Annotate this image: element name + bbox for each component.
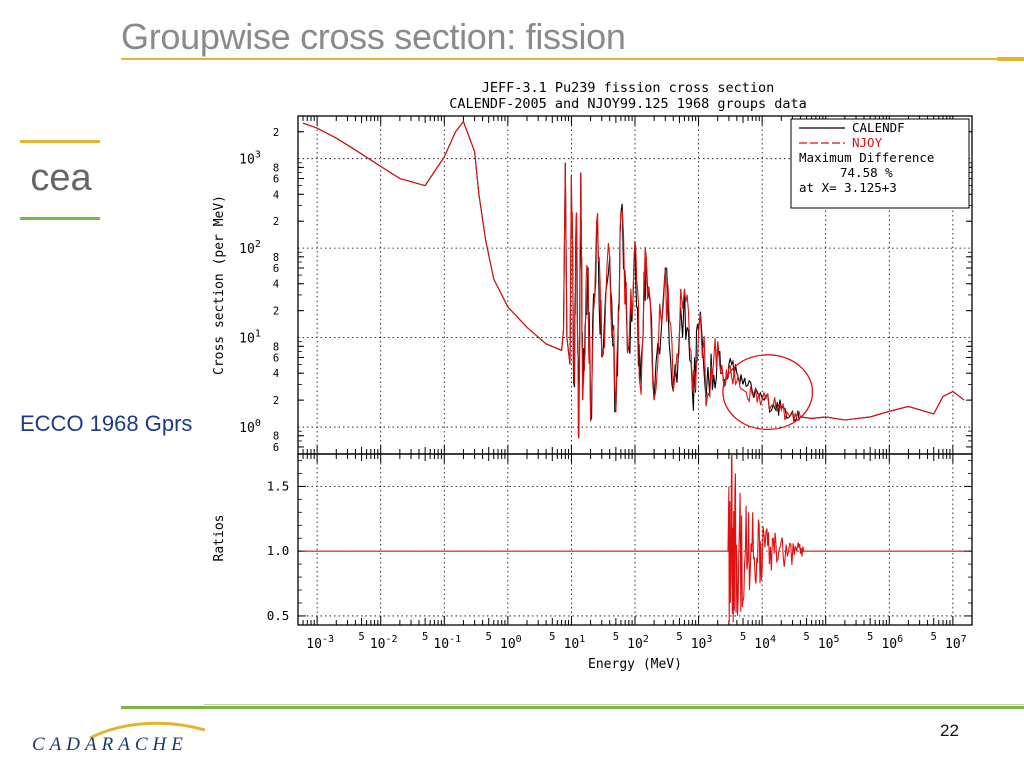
x-tick-label: 101 — [564, 634, 586, 652]
x-minor-label: 5 — [486, 631, 492, 643]
top-yminor-label: 6 — [273, 352, 279, 364]
top-yminor-label: 4 — [273, 189, 279, 201]
cea-logo-text: cea — [30, 157, 92, 199]
bottom-rule-accent — [204, 704, 1024, 705]
x-tick-label: 10-1 — [433, 634, 461, 652]
chart-subtitle: CALENDF-2005 and NJOY99.125 1968 groups … — [449, 96, 807, 112]
bottom-ticks — [297, 454, 973, 625]
x-minor-label: 5 — [803, 631, 809, 643]
top-yminor-label: 8 — [273, 252, 279, 264]
x-minor-label: 5 — [422, 631, 428, 643]
cadarache-logo-swoosh — [89, 721, 206, 740]
x-tick-label: 105 — [818, 634, 840, 652]
legend-box — [790, 118, 970, 209]
top-ticks — [297, 115, 973, 455]
x-axis-label: Energy (MeV) — [588, 657, 682, 672]
chart-svg: JEFF-3.1 Pu239 fission cross section CAL… — [212, 80, 973, 672]
x-tick-label: 100 — [500, 634, 522, 652]
x-minor-label: 5 — [358, 631, 364, 643]
top-ytick-label: 100 — [239, 418, 261, 436]
top-yminor-label: 6 — [273, 174, 279, 186]
x-tick-label: 10-3 — [306, 634, 334, 652]
x-tick-label: 106 — [881, 634, 903, 652]
top-yminor-label: 6 — [273, 442, 279, 454]
page-number: 22 — [940, 721, 959, 740]
bottom-ytick-label: 1.0 — [267, 543, 290, 558]
top-series — [302, 120, 965, 439]
legend-note-1: Maximum Difference — [799, 150, 934, 165]
legend: CALENDF NJOY Maximum Difference 74.58 % … — [790, 118, 970, 209]
x-minor-label: 5 — [613, 631, 619, 643]
top-yminor-label: 6 — [273, 263, 279, 275]
series-line-njoy — [302, 120, 965, 439]
x-tick-label: 103 — [691, 634, 713, 652]
cadarache-logo-text: CADARACHE — [32, 734, 188, 755]
cea-logo-bottom-bar — [20, 217, 100, 220]
slide-title: Groupwise cross section: fission — [121, 16, 626, 57]
highlight-ellipse — [722, 354, 814, 431]
title-rule — [121, 58, 1024, 60]
bottom-grid — [298, 454, 972, 625]
top-yminor-label: 4 — [273, 279, 279, 291]
top-yminor-label: 4 — [273, 368, 279, 380]
x-tick-label: 107 — [945, 634, 967, 652]
top-yminor-label: 2 — [273, 395, 279, 407]
bottom-ytick-label: 0.5 — [267, 608, 290, 623]
legend-label-njoy: NJOY — [852, 135, 883, 150]
x-tick-label: 104 — [754, 634, 776, 652]
chart-title: JEFF-3.1 Pu239 fission cross section — [482, 80, 775, 96]
side-label: ECCO 1968 Gprs — [20, 411, 193, 436]
legend-note-3: at X= 3.125+3 — [799, 180, 897, 195]
title-rule-accent — [997, 57, 1024, 61]
x-tick-label: 10-2 — [370, 634, 398, 652]
top-yminor-label: 8 — [273, 431, 279, 443]
x-minor-label: 5 — [867, 631, 873, 643]
x-minor-label: 5 — [740, 631, 746, 643]
cadarache-logo: CADARACHE — [32, 721, 206, 755]
top-ytick-label: 101 — [239, 329, 261, 347]
cea-logo-top-bar — [20, 140, 100, 143]
top-yminor-label: 2 — [273, 127, 279, 139]
x-tick-labels: 10-3 5 10-2 5 10-1 5 100 5 101 5 102 5 103 5 104 5 105 5 1… — [306, 631, 966, 652]
x-minor-label: 5 — [549, 631, 555, 643]
bottom-ytick-label: 1.5 — [267, 478, 290, 493]
bottom-series — [303, 453, 965, 623]
x-tick-label: 102 — [627, 634, 649, 652]
bottom-rule — [121, 706, 1024, 709]
ratio-line — [303, 453, 965, 623]
top-yminor-label: 8 — [273, 162, 279, 174]
legend-note-2: 74.58 % — [840, 165, 893, 180]
top-yminor-label: 2 — [273, 216, 279, 228]
bottom-ylabel: Ratios — [212, 515, 227, 562]
x-minor-label: 5 — [676, 631, 682, 643]
bottom-ylabels: 0.5 1.0 1.5 — [267, 478, 290, 623]
legend-label-calendf: CALENDF — [852, 120, 905, 135]
top-yminor-label: 2 — [273, 306, 279, 318]
top-ytick-label: 103 — [239, 150, 261, 168]
top-ylabel: Cross section (per MeV) — [212, 195, 227, 375]
top-ytick-label: 102 — [239, 239, 261, 257]
top-yminor-label: 8 — [273, 341, 279, 353]
cea-logo: cea — [20, 140, 100, 220]
x-minor-label: 5 — [931, 631, 937, 643]
chart-container: JEFF-3.1 Pu239 fission cross section CAL… — [200, 70, 990, 685]
